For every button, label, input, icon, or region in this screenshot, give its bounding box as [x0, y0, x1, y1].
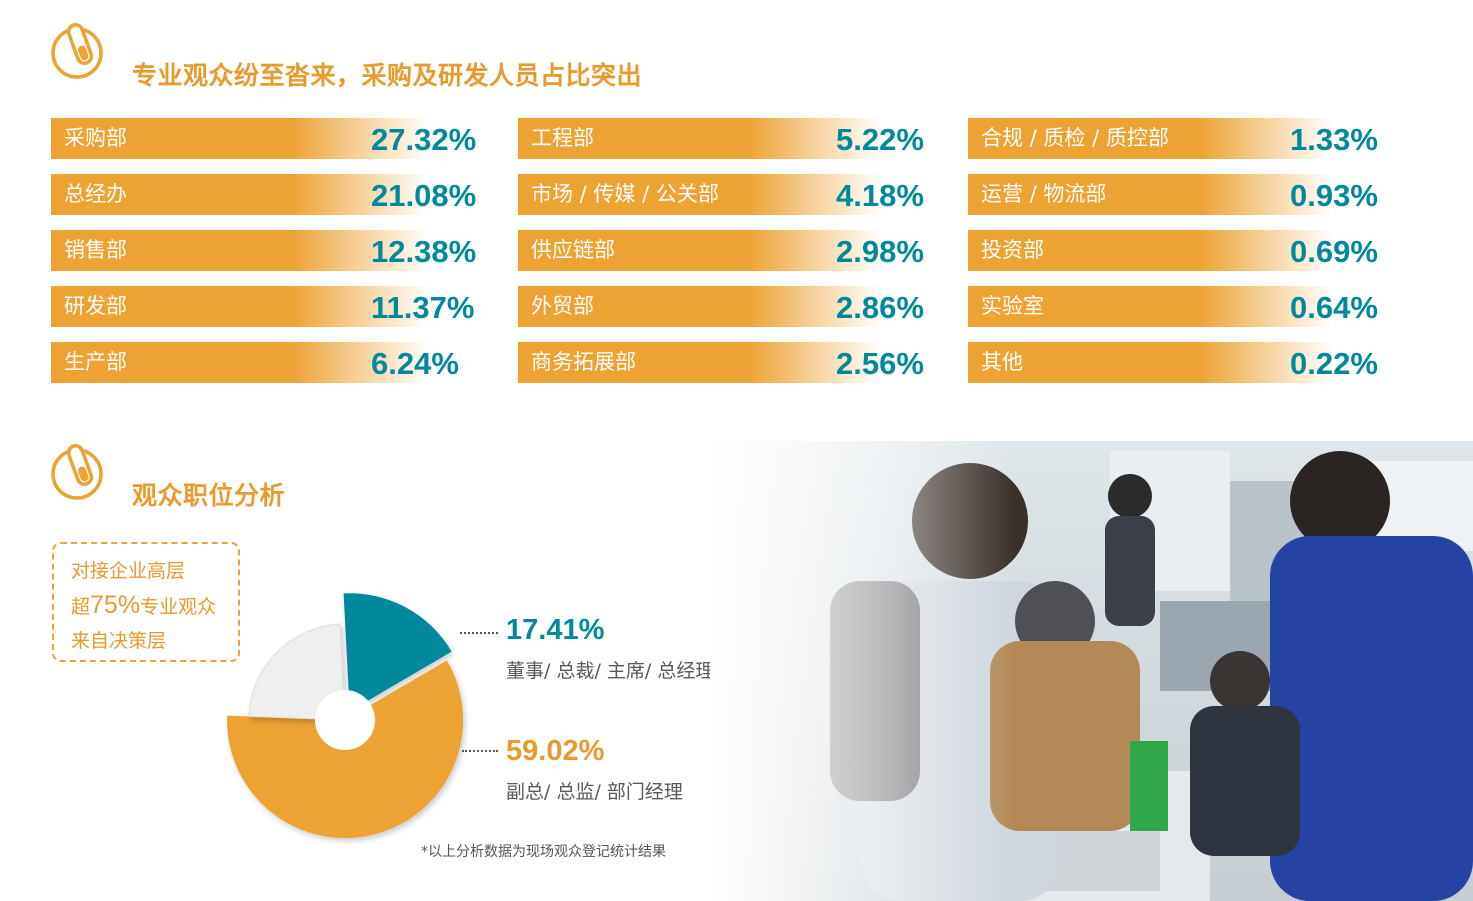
- callout-percent: 75%: [90, 591, 141, 619]
- department-bar: 销售部 12.38%: [51, 230, 481, 271]
- department-bar: 采购部 27.32%: [51, 118, 481, 159]
- department-value: 0.22%: [1290, 346, 1378, 381]
- department-value: 11.37%: [371, 290, 475, 325]
- department-value: 2.86%: [836, 290, 924, 325]
- test-tube-icon: [51, 444, 103, 500]
- department-label: 合规 / 质检 / 质控部: [981, 126, 1169, 150]
- department-bar: 总经办 21.08%: [51, 174, 481, 215]
- department-value: 0.64%: [1290, 290, 1378, 325]
- department-value: 0.93%: [1290, 178, 1378, 213]
- department-label: 商务拓展部: [531, 350, 636, 374]
- leader-line-top: [460, 632, 498, 634]
- department-value: 5.22%: [836, 122, 924, 157]
- footnote: *以上分析数据为现场观众登记统计结果: [421, 844, 666, 860]
- department-label: 研发部: [64, 294, 127, 318]
- department-bar: 工程部 5.22%: [518, 118, 930, 159]
- department-bar: 实验室 0.64%: [968, 286, 1382, 327]
- department-bar: 供应链部 2.98%: [518, 230, 930, 271]
- department-value: 27.32%: [371, 122, 477, 157]
- section-title-departments: 专业观众纷至沓来，采购及研发人员占比突出: [132, 61, 643, 90]
- department-value: 2.98%: [836, 234, 924, 269]
- department-value: 0.69%: [1290, 234, 1378, 269]
- exhibition-photo: [710, 441, 1473, 901]
- section-title-positions: 观众职位分析: [132, 481, 286, 510]
- department-value: 6.24%: [371, 346, 459, 381]
- department-bar: 投资部 0.69%: [968, 230, 1382, 271]
- department-bar: 生产部 6.24%: [51, 342, 481, 383]
- donut-slice-executive: [343, 593, 452, 712]
- exhibition-scene-illustration: [710, 441, 1473, 901]
- department-label: 外贸部: [531, 294, 594, 318]
- department-value: 2.56%: [836, 346, 924, 381]
- test-tube-icon: [51, 23, 103, 79]
- percent-label-manager: 59.02%: [506, 735, 605, 767]
- department-label: 市场 / 传媒 / 公关部: [531, 182, 719, 206]
- department-label: 工程部: [531, 126, 594, 150]
- department-label: 销售部: [64, 238, 127, 262]
- callout-line-1: 对接企业高层: [71, 560, 186, 582]
- department-bar: 市场 / 传媒 / 公关部 4.18%: [518, 174, 930, 215]
- department-bar: 合规 / 质检 / 质控部 1.33%: [968, 118, 1382, 159]
- callout-line-3: 来自决策层: [71, 630, 167, 652]
- leader-line-bottom: [462, 750, 498, 752]
- department-label: 实验室: [981, 294, 1044, 318]
- department-label: 供应链部: [531, 238, 615, 262]
- department-bar: 其他 0.22%: [968, 342, 1382, 383]
- donut-hole: [315, 690, 375, 750]
- department-label: 采购部: [64, 126, 127, 150]
- position-donut-chart: [227, 593, 463, 838]
- percent-label-executive: 17.41%: [506, 614, 605, 646]
- department-label: 总经办: [64, 182, 127, 206]
- callout-prefix: 超: [71, 596, 91, 618]
- department-label: 投资部: [981, 238, 1044, 262]
- department-bar: 研发部 11.37%: [51, 286, 481, 327]
- department-value: 12.38%: [371, 234, 477, 269]
- department-value: 1.33%: [1290, 122, 1378, 157]
- decision-maker-callout: 对接企业高层 超75%专业观众 来自决策层: [52, 542, 240, 662]
- department-value: 21.08%: [371, 178, 477, 213]
- role-label-executive: 董事/ 总裁/ 主席/ 总经理: [506, 660, 715, 682]
- department-label: 其他: [981, 350, 1023, 374]
- department-bar: 商务拓展部 2.56%: [518, 342, 930, 383]
- department-value: 4.18%: [836, 178, 924, 213]
- department-bar: 运营 / 物流部 0.93%: [968, 174, 1382, 215]
- department-label: 运营 / 物流部: [981, 182, 1107, 206]
- callout-line-2: 超75%专业观众: [71, 588, 238, 624]
- department-bar: 外贸部 2.86%: [518, 286, 930, 327]
- department-label: 生产部: [64, 350, 127, 374]
- role-label-manager: 副总/ 总监/ 部门经理: [506, 781, 683, 803]
- donut-slice-other: [248, 623, 346, 721]
- callout-suffix: 专业观众: [140, 596, 217, 618]
